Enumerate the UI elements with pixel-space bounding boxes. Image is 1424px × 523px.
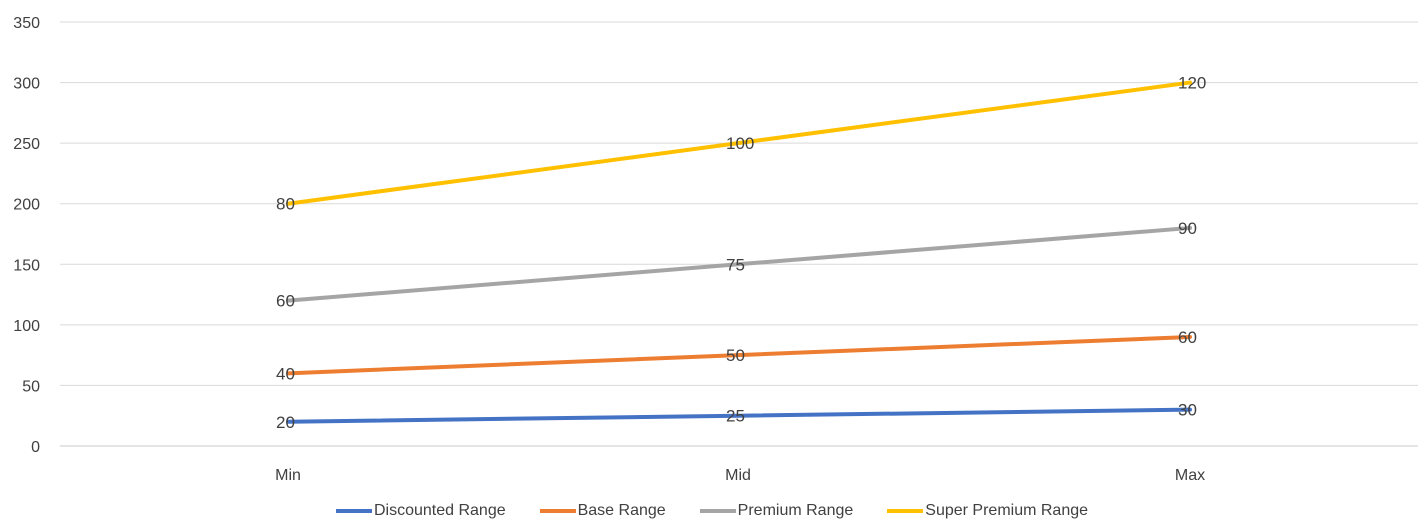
legend-label: Premium Range: [737, 502, 854, 519]
data-label: 40: [276, 364, 295, 383]
y-tick-label: 200: [13, 197, 40, 214]
data-label: 25: [726, 407, 745, 426]
gridlines: [60, 21, 1418, 447]
legend-label: Base Range: [577, 502, 666, 519]
y-axis: 0 50 100 150 200 250 300 350: [13, 15, 40, 456]
data-label: 50: [726, 346, 745, 365]
chart-legend: Discounted Range Base Range Premium Range S…: [0, 499, 1424, 523]
y-tick-label: 100: [13, 318, 40, 335]
legend-swatch: [699, 509, 736, 513]
legend-swatch: [335, 509, 372, 513]
legend-label: Discounted Range: [373, 502, 506, 519]
legend-swatch: [539, 509, 576, 513]
data-label: 60: [276, 292, 295, 311]
data-label: 75: [726, 255, 745, 274]
data-label: 80: [276, 195, 295, 214]
data-labels: 20 25 30 40 50 60 60 75 90 80 100 120: [276, 74, 1206, 432]
y-tick-label: 50: [22, 378, 40, 395]
data-label: 100: [726, 134, 754, 153]
legend-label: Super Premium Range: [925, 502, 1089, 519]
y-tick-label: 150: [13, 257, 40, 274]
legend-item: Discounted Range: [335, 502, 506, 520]
x-tick-label: Min: [275, 467, 301, 484]
legend-item: Base Range: [539, 502, 666, 520]
y-tick-label: 250: [13, 136, 40, 153]
y-tick-label: 300: [13, 76, 40, 93]
data-label: 60: [1178, 328, 1197, 347]
data-label: 30: [1178, 401, 1197, 420]
y-tick-label: 0: [31, 439, 40, 456]
x-axis: Min Mid Max: [275, 467, 1205, 484]
y-tick-label: 350: [13, 15, 40, 32]
line-chart: 0 50 100 150 200 250 300 350 Min Mid Max 20 25 30 40…: [13, 15, 1418, 484]
x-tick-label: Mid: [725, 467, 751, 484]
data-label: 90: [1178, 219, 1197, 238]
x-tick-label: Max: [1175, 467, 1205, 484]
legend-item: Super Premium Range: [887, 502, 1088, 520]
legend-swatch: [887, 509, 924, 513]
data-label: 20: [276, 413, 295, 432]
series-lines: [286, 80, 1192, 424]
data-label: 120: [1178, 74, 1206, 93]
legend-item: Premium Range: [699, 502, 854, 520]
